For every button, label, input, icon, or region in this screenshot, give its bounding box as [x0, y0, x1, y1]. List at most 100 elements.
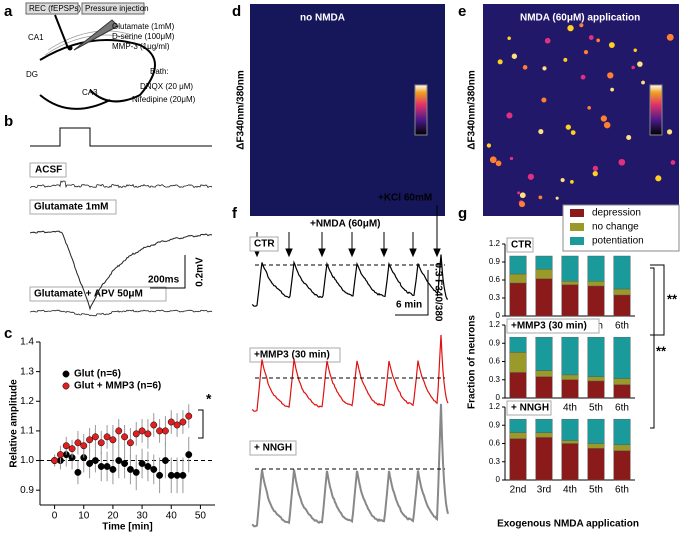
- x-tick-label: 6th: [615, 485, 629, 496]
- y-tick-label: 1.1: [20, 426, 34, 437]
- arrow-head: [380, 248, 388, 258]
- y-tick-label: 1.2: [20, 396, 34, 407]
- point: [68, 445, 76, 453]
- x-tick-label: 5th: [589, 403, 603, 414]
- x-tick-label: 40: [166, 511, 178, 522]
- bar-segment: [613, 418, 631, 445]
- x-tick-label: 20: [107, 511, 119, 522]
- significance: *: [206, 391, 212, 407]
- point: [173, 421, 181, 429]
- scale-label: 0.2mV: [195, 257, 206, 287]
- x-tick-label: 6th: [615, 321, 629, 332]
- bar-segment: [587, 448, 605, 481]
- y-axis-label: Relative amplitude: [9, 379, 20, 468]
- cell: [522, 65, 528, 70]
- bar-segment: [613, 378, 631, 385]
- bar-segment: [535, 269, 553, 280]
- point: [167, 471, 175, 479]
- scale-label: 200ms: [148, 275, 180, 286]
- x-tick-label: 30: [137, 511, 149, 522]
- legend-marker: [62, 382, 70, 390]
- bar-segment: [535, 437, 553, 481]
- point: [109, 436, 117, 444]
- bar-segment: [561, 284, 579, 317]
- bar-segment: [587, 380, 605, 399]
- region: DG: [26, 70, 38, 79]
- chart-title: + NNGH: [511, 403, 549, 414]
- point: [144, 463, 152, 470]
- region: CA1: [28, 33, 44, 42]
- x-tick-label: 4th: [563, 403, 577, 414]
- legend-marker: [62, 370, 70, 378]
- point: [91, 457, 99, 464]
- trace: [29, 309, 213, 317]
- trace: [251, 334, 449, 412]
- legend-label: potentiation: [592, 236, 644, 247]
- cell: [538, 195, 543, 200]
- cell: [489, 156, 497, 164]
- point: [109, 465, 117, 473]
- bar-segment: [613, 444, 631, 452]
- trace-label: CTR: [254, 239, 275, 250]
- axis-label: ΔF340nm/380nm: [467, 70, 478, 150]
- colorbar: [414, 84, 428, 136]
- label: Glutamate (1mM): [112, 22, 175, 31]
- pipette: [73, 19, 119, 51]
- label-box: [249, 236, 279, 252]
- bar-segment: [613, 336, 631, 379]
- y-tick-label: 1.3: [20, 366, 34, 377]
- arrow-head: [348, 248, 356, 258]
- cell: [555, 196, 559, 200]
- point: [150, 421, 158, 429]
- bar-segment: [561, 374, 579, 380]
- y-tick-label: 0.3: [489, 457, 501, 466]
- panel-label: d: [232, 3, 241, 20]
- cell: [560, 178, 565, 183]
- y-tick-label: 0: [496, 311, 501, 320]
- cell: [580, 74, 586, 80]
- y-tick-label: 0.9: [489, 257, 501, 266]
- point: [179, 471, 187, 479]
- x-tick-label: 3rd: [537, 485, 551, 496]
- y-tick-label: 0.6: [489, 439, 501, 448]
- label: MMP-3 (1μg/ml): [112, 42, 170, 51]
- fibers: [44, 34, 136, 56]
- label-box: [506, 400, 552, 416]
- bar-segment: [561, 440, 579, 444]
- bar-segment: [535, 432, 553, 438]
- cell: [618, 158, 626, 166]
- point: [121, 460, 129, 467]
- cell: [517, 191, 521, 195]
- bar-segment: [561, 336, 579, 376]
- cell: [610, 87, 614, 92]
- bar-segment: [613, 450, 631, 481]
- bar-segment: [561, 443, 579, 481]
- y-tick-label: 0.9: [20, 485, 34, 496]
- cell: [527, 173, 534, 180]
- bar-segment: [535, 376, 553, 399]
- cell: [507, 36, 511, 41]
- cell: [486, 143, 492, 148]
- cell: [655, 175, 662, 182]
- y-tick-label: 1.2: [489, 320, 501, 329]
- bar-segment: [509, 273, 527, 284]
- point: [161, 427, 169, 435]
- panel-label: b: [4, 113, 13, 130]
- label-box: [506, 237, 534, 253]
- point: [97, 463, 105, 470]
- trace-label: Glutamate 1mM: [34, 202, 108, 213]
- rec-electrode: [54, 14, 69, 49]
- image-title: no NMDA: [300, 13, 345, 24]
- cell: [519, 201, 526, 208]
- bracket: [650, 267, 655, 429]
- colorbar: [649, 84, 663, 136]
- cell: [541, 97, 547, 103]
- label: DNQX (20 μM): [140, 82, 193, 91]
- cell: [637, 61, 643, 67]
- region: CA3: [82, 88, 98, 97]
- cell: [592, 171, 598, 177]
- x-tick-label: 0: [52, 511, 58, 522]
- y-tick-label: 0: [496, 475, 501, 484]
